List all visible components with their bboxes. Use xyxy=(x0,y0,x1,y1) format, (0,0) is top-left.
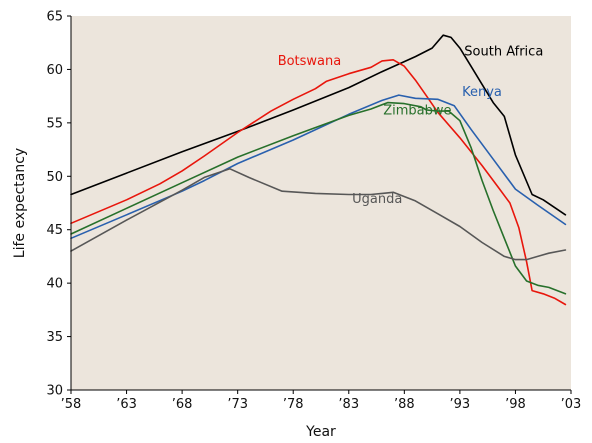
series-label-uganda: Uganda xyxy=(352,192,402,207)
x-ticks: ’58 ’63 ’68 ’73 ’78 ’83 ’88 ’93 ’98 ’03 xyxy=(61,390,582,412)
series-line-kenya xyxy=(70,94,567,240)
x-tick-label: ’93 xyxy=(450,397,471,412)
y-tick-label: 30 xyxy=(46,384,63,399)
x-tick-label: ’58 xyxy=(61,397,82,412)
series-label-south-africa: South Africa xyxy=(464,45,543,60)
series-label-kenya: Kenya xyxy=(462,85,502,100)
y-tick-label: 40 xyxy=(46,277,63,292)
y-tick-label: 65 xyxy=(46,10,63,25)
series-line-zimbabwe xyxy=(70,101,567,295)
y-axis-title: Life expectancy xyxy=(12,148,28,258)
y-ticks: 30 35 40 45 50 55 60 65 xyxy=(46,10,71,399)
y-tick-label: 60 xyxy=(46,63,63,78)
y-tick-label: 50 xyxy=(46,170,63,185)
x-tick-label: ’88 xyxy=(394,397,415,412)
y-tick-label: 55 xyxy=(46,116,63,131)
y-tick-label: 35 xyxy=(46,330,63,345)
x-tick-label: ’83 xyxy=(338,397,359,412)
series-label-layer: South Africa Botswana Kenya Zimbabwe Uganda xyxy=(278,45,544,208)
x-tick-label: ’98 xyxy=(505,397,526,412)
series-line-south-africa xyxy=(70,34,567,216)
y-tick-label: 45 xyxy=(46,223,63,238)
axes xyxy=(70,16,571,391)
plot-area xyxy=(71,16,571,390)
x-tick-label: ’03 xyxy=(561,397,582,412)
series-line-botswana xyxy=(70,58,567,306)
x-tick-label: ’63 xyxy=(116,397,137,412)
series-label-zimbabwe: Zimbabwe xyxy=(383,103,451,118)
x-tick-label: ’73 xyxy=(227,397,248,412)
series-layer xyxy=(70,34,567,306)
x-tick-label: ’68 xyxy=(172,397,193,412)
x-axis-title: Year xyxy=(305,424,336,440)
series-label-botswana: Botswana xyxy=(278,54,342,69)
x-tick-label: ’78 xyxy=(283,397,304,412)
series-line-uganda xyxy=(70,168,567,261)
